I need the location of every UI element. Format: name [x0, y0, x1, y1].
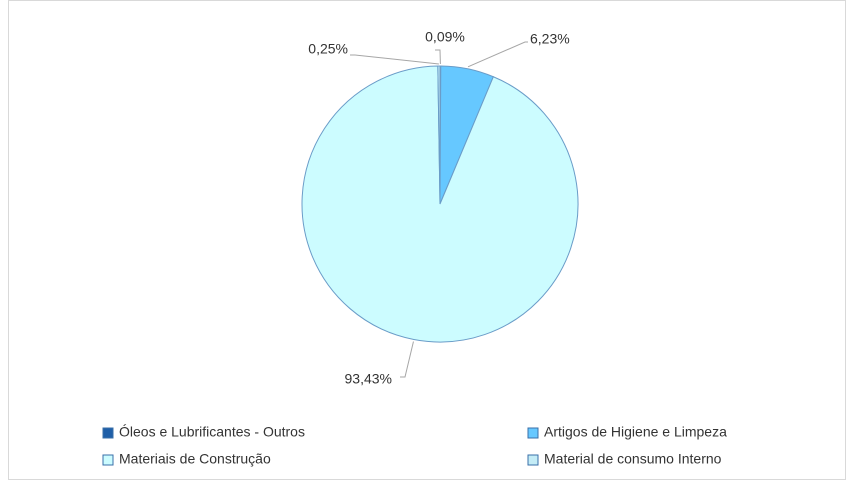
data-label: 0,09% [425, 29, 465, 45]
data-label: 0,25% [308, 41, 348, 57]
leader-line [467, 41, 528, 68]
legend-swatch [102, 454, 114, 466]
legend-label: Artigos de Higiene e Limpeza [544, 424, 727, 440]
pie-slice [437, 65, 441, 205]
leader-line [400, 341, 414, 378]
leader-line [350, 54, 439, 65]
data-label: 6,23% [530, 31, 570, 47]
data-label: 93,43% [345, 371, 392, 387]
legend-label: Material de consumo Interno [544, 451, 722, 467]
legend-swatch [527, 454, 539, 466]
leader-line [435, 49, 441, 65]
legend-swatch [527, 427, 539, 439]
legend-label: Óleos e Lubrificantes - Outros [119, 424, 305, 440]
legend-swatch [102, 427, 114, 439]
legend-label: Materiais de Construção [119, 451, 271, 467]
